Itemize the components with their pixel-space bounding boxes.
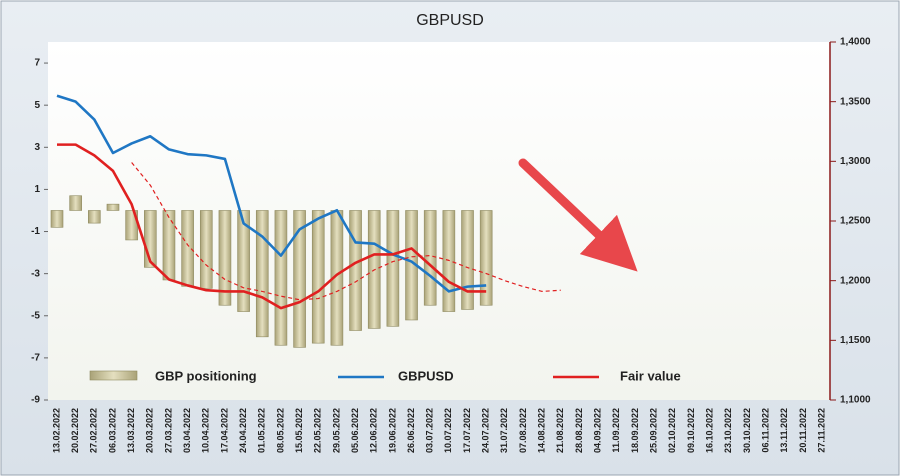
x-tick-label: 25.09.2022: [648, 408, 658, 453]
x-tick-label: 08.05.2022: [275, 408, 285, 453]
x-tick-label: 10.04.2022: [201, 408, 211, 453]
bar: [237, 210, 250, 312]
bar: [218, 210, 232, 306]
x-tick-label: 01.05.2022: [257, 408, 267, 453]
x-tick-label: 28.08.2022: [574, 408, 584, 453]
y2-tick-label: 1,2500: [840, 216, 871, 227]
x-tick-label: 27.11.2022: [816, 408, 826, 453]
bar: [386, 210, 400, 327]
x-tick-label: 21.08.2022: [555, 408, 565, 453]
bar: [50, 210, 64, 228]
bar: [311, 210, 325, 344]
bar: [88, 210, 101, 224]
x-tick-label: 02.10.2022: [667, 408, 677, 453]
line: [56, 94, 487, 293]
x-tick-label: 11.09.2022: [611, 408, 621, 453]
legend: GBP positioning GBPUSD Fair value: [89, 368, 681, 383]
y2-tick-label: 1,1000: [840, 395, 871, 406]
x-tick-label: 27.03.2022: [163, 408, 173, 453]
x-tick-label: 04.09.2022: [593, 408, 603, 453]
y2-tick-label: 1,2000: [840, 275, 871, 286]
plot-area: [48, 42, 830, 400]
bar: [255, 210, 269, 338]
bar: [162, 210, 176, 281]
bar: [181, 210, 194, 287]
x-tick-label: 24.04.2022: [238, 408, 248, 453]
x-tick-label: 06.11.2022: [760, 408, 770, 453]
x-tick-label: 24.07.2022: [481, 408, 491, 453]
y-tick-label: -5: [31, 310, 40, 321]
x-tick-label: 13.02.2022: [51, 408, 61, 453]
legend-label: Fair value: [620, 368, 681, 383]
x-tick-label: 15.05.2022: [294, 408, 304, 453]
x-tick-label: 19.06.2022: [387, 408, 397, 453]
x-tick-label: 03.07.2022: [425, 408, 435, 453]
x-tick-label: 17.04.2022: [219, 408, 229, 453]
bar: [349, 210, 362, 331]
bar: [423, 210, 437, 306]
x-tick-label: 26.06.2022: [406, 408, 416, 453]
y-tick-label: 7: [34, 58, 40, 69]
line: [57, 143, 487, 310]
y2-tick-label: 1,3500: [840, 96, 871, 107]
bar: [69, 195, 82, 211]
x-tick-label: 20.03.2022: [145, 408, 155, 453]
x-tick-label: 22.05.2022: [313, 408, 323, 453]
x-tick-label: 23.10.2022: [723, 408, 733, 453]
x-tick-label: 03.04.2022: [182, 408, 192, 453]
legend-label: GBP positioning: [155, 368, 257, 383]
y-tick-label: -7: [31, 353, 40, 364]
y2-tick-label: 1,4000: [840, 37, 871, 48]
legend-swatch: [89, 370, 138, 381]
legend-label: GBPUSD: [398, 368, 454, 383]
x-tick-label: 30.10.2022: [742, 408, 752, 453]
bar: [274, 210, 288, 346]
y-tick-label: -9: [31, 395, 40, 406]
y-tick-label: 5: [34, 100, 40, 111]
chart-title: GBPUSD: [416, 12, 484, 29]
x-tick-label: 20.02.2022: [70, 408, 80, 453]
x-tick-label: 20.11.2022: [798, 408, 808, 453]
arrow: [518, 158, 638, 272]
x-tick-label: 18.09.2022: [630, 408, 640, 453]
x-tick-label: 31.07.2022: [499, 408, 509, 453]
x-tick-label: 13.11.2022: [779, 408, 789, 453]
bar: [479, 210, 493, 306]
x-tick-label: 27.02.2022: [89, 408, 99, 453]
y-tick-label: -1: [31, 226, 40, 237]
bar: [293, 210, 306, 348]
y-tick-label: 1: [34, 184, 40, 195]
x-tick-label: 17.07.2022: [462, 408, 472, 453]
y-tick-label: 3: [34, 142, 40, 153]
x-tick-label: 10.07.2022: [443, 408, 453, 453]
y-tick-label: -3: [31, 268, 40, 279]
bar: [461, 210, 474, 310]
x-tick-label: 05.06.2022: [350, 408, 360, 453]
x-tick-label: 29.05.2022: [331, 408, 341, 453]
forecast-line: [131, 162, 561, 301]
x-tick-label: 09.10.2022: [686, 408, 696, 453]
y2-tick-label: 1,3000: [840, 156, 871, 167]
x-tick-label: 12.06.2022: [369, 408, 379, 453]
x-tick-label: 07.08.2022: [518, 408, 528, 453]
y2-tick-label: 1,1500: [840, 335, 871, 346]
bar: [106, 203, 120, 211]
x-tick-label: 16.10.2022: [704, 408, 714, 453]
bar: [199, 210, 213, 289]
x-tick-label: 06.03.2022: [107, 408, 117, 453]
x-tick-label: 13.03.2022: [126, 408, 136, 453]
x-tick-label: 14.08.2022: [537, 408, 547, 453]
